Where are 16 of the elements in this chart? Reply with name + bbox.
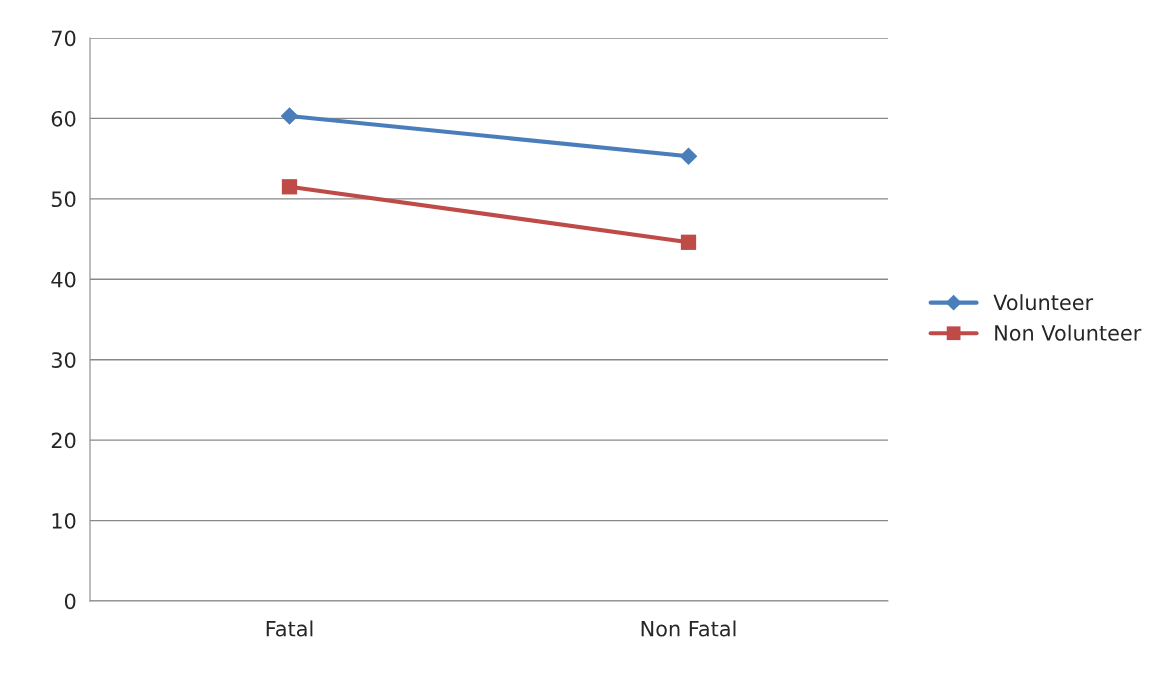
y-tick-label: 60 — [51, 110, 76, 127]
legend-label: Volunteer — [993, 294, 1094, 311]
y-tick-label: 30 — [51, 352, 76, 368]
y-tick-label: 70 — [52, 30, 76, 47]
point — [679, 147, 698, 166]
legend-label: Non Volunteer — [995, 324, 1142, 341]
x-tick-label: Fatal — [266, 620, 313, 637]
y-tick-label: 20 — [51, 432, 76, 449]
y-tick-label: 10 — [52, 513, 76, 529]
y-tick-label: 0 — [64, 593, 76, 610]
point — [280, 107, 299, 125]
point — [680, 234, 697, 250]
y-tick-label: 40 — [51, 271, 76, 288]
point — [281, 179, 298, 195]
y-tick-label: 50 — [51, 191, 76, 208]
x-tick-label: Non Fatal — [641, 620, 736, 637]
